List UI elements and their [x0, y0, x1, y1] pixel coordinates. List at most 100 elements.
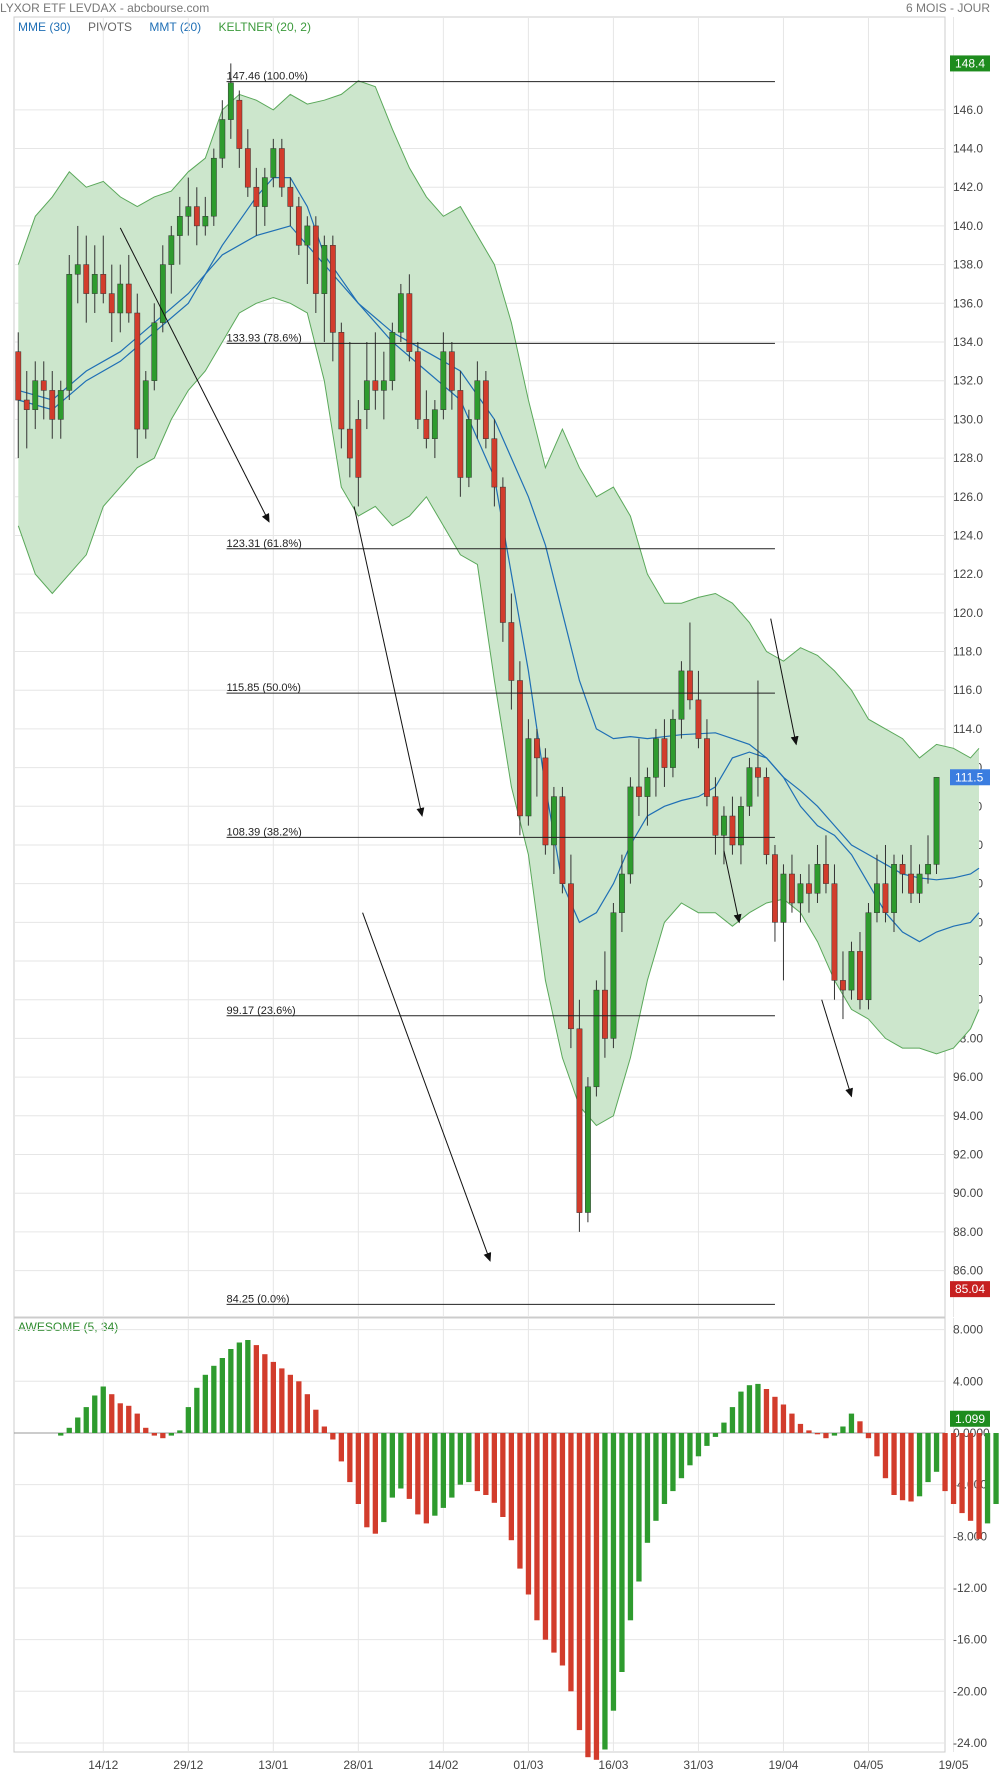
candle-body: [32, 380, 39, 410]
candle: [576, 999, 583, 1232]
candle-body: [66, 274, 73, 391]
candle-body: [363, 380, 370, 410]
osc-bar: [610, 1433, 617, 1711]
osc-bar: [916, 1433, 923, 1497]
y-tick-label: 132.0: [953, 374, 983, 388]
osc-bar: [525, 1433, 532, 1595]
candle: [712, 777, 719, 855]
candle-body: [261, 177, 268, 207]
y-tick-label: 94.00: [953, 1109, 983, 1123]
candle-body: [593, 989, 600, 1088]
candle-body: [134, 312, 141, 430]
candle-body: [848, 951, 855, 991]
fib-level-label: 147.46 (100.0%): [227, 71, 308, 83]
candle-body: [74, 264, 81, 275]
candle-body: [551, 796, 557, 846]
x-tick-label: 14/12: [88, 1758, 118, 1772]
candle: [789, 854, 795, 913]
candle: [100, 235, 107, 304]
candle-body: [508, 622, 515, 681]
candle: [431, 400, 438, 459]
osc-bar: [228, 1349, 234, 1433]
osc-bar: [219, 1358, 225, 1433]
legend-mme[interactable]: MME (30): [18, 20, 71, 34]
mme30-line: [18, 225, 980, 881]
candle: [653, 728, 659, 797]
legend-keltner[interactable]: KELTNER (20, 2): [218, 20, 311, 34]
candle-body: [227, 82, 234, 120]
osc-bar: [508, 1433, 514, 1541]
candle-body: [380, 380, 387, 391]
osc-bar: [712, 1433, 719, 1437]
osc-bar: [389, 1433, 395, 1498]
osc-bar: [177, 1430, 183, 1433]
osc-bar: [755, 1383, 761, 1433]
candle-body: [644, 777, 651, 797]
candle-body: [83, 264, 90, 294]
osc-bar: [976, 1433, 982, 1539]
candle: [15, 332, 22, 459]
y-tick-label: 122.0: [953, 567, 983, 581]
osc-bar: [304, 1394, 310, 1433]
x-tick-label: 14/02: [428, 1758, 458, 1772]
candle: [414, 342, 421, 430]
legend-pivots[interactable]: PIVOTS: [88, 20, 133, 34]
candle: [261, 167, 268, 226]
candle: [823, 835, 829, 894]
candle: [534, 728, 540, 797]
candle-body: [797, 883, 804, 904]
fib-level-label: 99.17 (23.6%): [227, 1005, 296, 1017]
candle-body: [338, 332, 345, 430]
osc-bar: [126, 1405, 132, 1433]
candle: [363, 342, 370, 430]
candle: [448, 342, 455, 410]
osc-y-tick-label: -16.00: [953, 1633, 987, 1647]
candle: [465, 409, 472, 488]
osc-bar: [950, 1433, 957, 1504]
candle: [346, 342, 353, 478]
fib-level-label: 123.31 (61.8%): [227, 538, 302, 550]
osc-bar: [789, 1413, 795, 1433]
candle: [908, 844, 914, 904]
candle-body: [482, 380, 489, 439]
candle-body: [831, 883, 838, 981]
candle-body: [602, 989, 608, 1039]
y-tick-label: 120.0: [953, 606, 983, 620]
candle: [74, 225, 81, 304]
annotation-arrow: [353, 506, 425, 817]
candle-body: [491, 438, 498, 488]
osc-bar: [92, 1395, 98, 1433]
candle: [125, 254, 132, 323]
osc-bar: [151, 1433, 157, 1436]
candle: [585, 1077, 591, 1223]
osc-y-tick-label: 8.000: [953, 1323, 983, 1337]
x-tick-label: 31/03: [683, 1758, 713, 1772]
osc-bar: [661, 1433, 668, 1504]
candle-body: [355, 419, 362, 478]
candle-body: [925, 864, 931, 875]
y-tick-label: 88.00: [953, 1225, 983, 1239]
x-tick-label: 13/01: [258, 1758, 288, 1772]
candle: [780, 864, 787, 981]
candle: [627, 777, 634, 884]
candle-body: [210, 157, 217, 217]
candle-body: [840, 980, 846, 991]
x-tick-label: 04/05: [853, 1758, 883, 1772]
osc-bar: [313, 1409, 319, 1433]
candle: [40, 361, 47, 420]
candle: [857, 932, 863, 1010]
candle: [602, 951, 608, 1058]
candle-body: [755, 767, 761, 778]
candle-body: [772, 854, 778, 923]
osc-bar: [763, 1389, 770, 1433]
candle-body: [789, 873, 795, 904]
candle: [636, 738, 642, 816]
candle-body: [219, 119, 226, 159]
candle: [151, 303, 158, 391]
candle: [704, 719, 710, 807]
osc-bar: [134, 1413, 140, 1433]
candle: [66, 254, 73, 401]
price-badge-label: 148.4: [955, 56, 985, 70]
candle: [840, 951, 846, 1020]
